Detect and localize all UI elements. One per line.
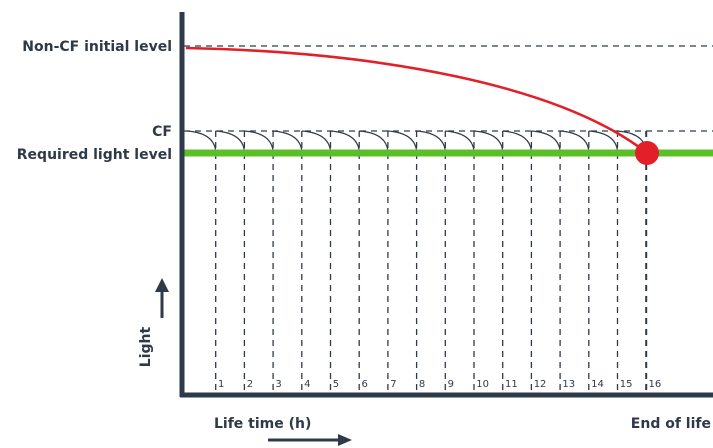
end-of-life-marker <box>635 141 659 165</box>
cf-sawtooth-arc-6 <box>330 130 360 152</box>
cf-sawtooth-arc-1 <box>186 130 217 152</box>
x-tick-label-4: 4 <box>304 379 310 390</box>
lifetime-arrow-head <box>338 434 352 446</box>
cf-sawtooth-arc-2 <box>215 130 245 152</box>
x-tick-label-3: 3 <box>275 379 281 390</box>
cf-sawtooth-arc-8 <box>387 130 418 152</box>
x-tick-labels: 1 2 3 4 5 6 7 8 9 10 11 12 13 14 15 16 <box>218 379 661 390</box>
non-cf-decay-curve <box>185 46 648 155</box>
cf-sawtooth-arc-11 <box>473 130 504 152</box>
required-light-level-label: Required light level <box>17 147 172 163</box>
x-axis-label: Life time (h) <box>214 416 311 432</box>
x-tick-label-10: 10 <box>476 379 489 390</box>
x-tick-label-2: 2 <box>247 379 253 390</box>
non-cf-initial-level-label: Non-CF initial level <box>22 39 172 55</box>
x-tick-label-6: 6 <box>362 379 368 390</box>
cf-sawtooth-arc-12 <box>502 130 532 152</box>
end-of-life-label: End of life <box>631 416 711 432</box>
x-tick-label-13: 13 <box>562 379 575 390</box>
cf-sawtooth-arc-7 <box>359 130 389 152</box>
x-tick-label-12: 12 <box>534 379 547 390</box>
light-arrow-head <box>155 278 169 292</box>
cf-level-label: CF <box>152 124 172 140</box>
x-tick-label-11: 11 <box>505 379 518 390</box>
cf-sawtooth-arc-14 <box>560 130 590 152</box>
maintenance-cycles <box>186 130 648 393</box>
x-tick-label-5: 5 <box>333 379 339 390</box>
x-tick-label-8: 8 <box>419 379 425 390</box>
x-tick-label-15: 15 <box>620 379 633 390</box>
y-axis-label: Light <box>138 326 154 367</box>
cf-sawtooth-arc-4 <box>273 130 303 152</box>
cf-sawtooth-arc-13 <box>531 130 561 152</box>
x-tick-label-16: 16 <box>649 379 662 390</box>
cf-sawtooth-arc-10 <box>445 130 475 152</box>
cf-sawtooth-arc-15 <box>588 130 619 152</box>
x-tick-label-1: 1 <box>218 379 224 390</box>
x-tick-label-14: 14 <box>591 379 604 390</box>
cf-sawtooth-arc-3 <box>244 130 274 152</box>
cf-sawtooth-arc-5 <box>301 130 332 152</box>
x-tick-label-9: 9 <box>448 379 454 390</box>
cf-sawtooth-arc-9 <box>416 130 446 152</box>
x-tick-label-7: 7 <box>390 379 396 390</box>
